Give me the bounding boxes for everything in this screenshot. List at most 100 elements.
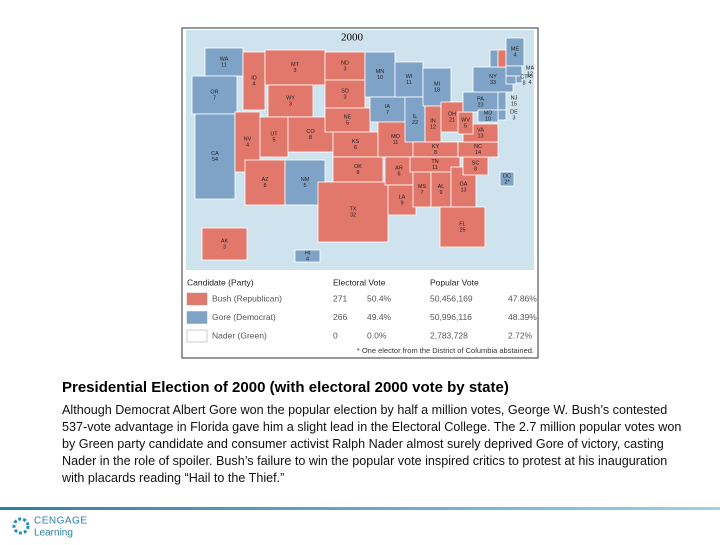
state [422, 67, 452, 107]
state-votes: 11 [406, 80, 412, 86]
state-abbr: NM [301, 177, 310, 183]
state-votes: 5 [346, 120, 349, 126]
state-votes: 22 [412, 120, 418, 126]
state-abbr: NC [474, 144, 482, 150]
state-votes: 6 [397, 171, 400, 177]
state-votes: 8 [263, 183, 266, 189]
state-abbr: KS [352, 139, 360, 145]
legend-cell: 0.0% [367, 330, 387, 340]
state-abbr: OH [448, 111, 456, 117]
state-abbr: DC [503, 173, 511, 179]
legend-cell: 266 [333, 312, 347, 322]
state-abbr: WV [461, 117, 470, 123]
state-abbr: NJ [511, 95, 518, 101]
state-abbr: IA [385, 104, 391, 110]
state-votes: 23 [477, 102, 483, 108]
state-votes: 18 [434, 87, 440, 93]
state-votes: 13 [477, 133, 483, 139]
legend-footnote: * One elector from the District of Colum… [357, 346, 534, 355]
state-votes: 8 [356, 170, 359, 176]
state-votes: 12 [527, 71, 533, 77]
legend-header: Popular Vote [430, 277, 479, 287]
state-votes: 33 [490, 80, 496, 86]
state [294, 249, 321, 263]
state-votes: 32 [350, 212, 356, 218]
state-abbr: MD [484, 110, 493, 116]
state-votes: 3 [223, 244, 226, 250]
state-votes: 10 [377, 75, 383, 81]
legend-cell: 48.39% [508, 312, 537, 322]
state-votes: 4 [528, 80, 531, 86]
state-abbr: TX [349, 206, 356, 212]
state-votes: 6 [354, 145, 357, 151]
legend-cell: 50,456,169 [430, 293, 473, 303]
state-abbr: MO [391, 134, 401, 140]
state-votes: 8 [309, 135, 312, 141]
state [497, 49, 507, 68]
state-abbr: GA [460, 181, 468, 187]
legend-name: Nader (Green) [212, 330, 267, 340]
state-abbr: NV [244, 136, 252, 142]
state-votes: 21 [449, 117, 455, 123]
legend-swatch [186, 311, 208, 324]
state-votes: 5 [303, 183, 306, 189]
state-votes: 10 [485, 116, 491, 122]
legend-cell: 49.4% [367, 312, 392, 322]
state [489, 49, 499, 68]
state [499, 171, 515, 187]
state [497, 91, 507, 111]
map-title: 2000 [341, 32, 364, 44]
logo-line2: Learning [34, 528, 73, 539]
legend-name: Bush (Republican) [212, 293, 282, 303]
state [317, 181, 389, 243]
map-figure: 2000 WA11OR7CA54NV4ID4MT3WY3UT5AZ8CO8NM5… [181, 27, 539, 359]
state-abbr: IL [413, 114, 418, 120]
legend-cell: 50,996,116 [430, 312, 472, 322]
state-votes: 3 [512, 115, 515, 121]
state-votes: 54 [212, 157, 218, 163]
state-abbr: ND [341, 60, 349, 66]
legend-cell: 2.72% [508, 330, 533, 340]
state [497, 109, 507, 121]
legend-header: Candidate (Party) [187, 277, 254, 287]
state-abbr: SD [341, 88, 349, 94]
state-votes: 7 [386, 110, 389, 116]
state [259, 116, 289, 158]
state-abbr: CA [211, 151, 219, 157]
state-abbr: CT [520, 74, 528, 80]
state-abbr: MN [376, 69, 385, 75]
state-abbr: TN [431, 159, 438, 165]
state-votes: 3 [289, 101, 292, 107]
state [267, 84, 314, 118]
state-votes: 13 [460, 187, 466, 193]
state-abbr: PA [477, 96, 484, 102]
legend-header: Electoral Vote [333, 277, 386, 287]
state-votes: 11 [393, 140, 399, 146]
legend-swatch [186, 329, 208, 343]
state-abbr: ME [511, 46, 520, 52]
caption-text: Although Democrat Albert Gore won the po… [62, 403, 682, 485]
state-votes: 11 [221, 62, 227, 68]
state-votes: 4 [252, 81, 255, 87]
state-votes: 15 [511, 101, 517, 107]
state-abbr: LA [399, 194, 406, 200]
logo-mark: CENGAGE Learning [12, 516, 87, 539]
state-abbr: WA [220, 56, 229, 62]
legend-cell: 50.4% [367, 293, 392, 303]
state-votes: 5 [464, 123, 467, 129]
state-votes: 14 [475, 150, 481, 156]
state-abbr: IN [430, 118, 436, 124]
state-votes: 3 [343, 94, 346, 100]
state-votes: 8 [522, 80, 525, 86]
state-votes: 4 [306, 256, 309, 262]
legend-swatch [186, 292, 208, 306]
state-votes: 8 [434, 150, 437, 156]
state-abbr: WI [406, 74, 413, 80]
state-abbr: MI [434, 81, 441, 87]
legend-cell: 47.86% [508, 293, 537, 303]
state [324, 79, 366, 109]
state [477, 109, 499, 123]
state-abbr: KY [432, 144, 440, 150]
state-abbr: HI [305, 250, 311, 256]
state [387, 184, 417, 216]
